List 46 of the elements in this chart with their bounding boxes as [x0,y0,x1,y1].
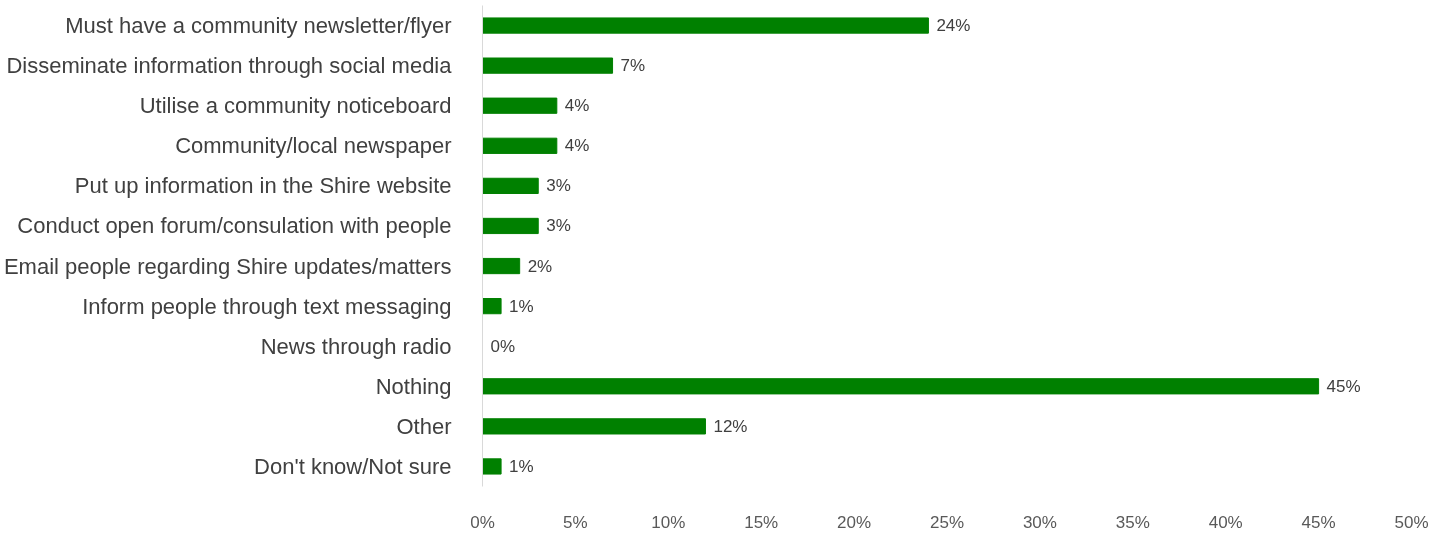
data-label: 24% [936,16,971,36]
data-label: 12% [713,416,748,436]
bar [482,137,558,154]
x-tick-label: 50% [1394,512,1429,532]
x-tick-label: 25% [929,512,965,532]
y-tick-label: Community/local newspaper [175,133,452,159]
y-tick-label: Put up information in the Shire website [74,173,452,199]
y-tick-label: Must have a community newsletter/flyer [65,13,452,39]
data-label: 7% [620,56,646,76]
bar [482,378,1320,395]
x-tick-label: 15% [744,512,779,532]
y-tick-label: Email people regarding Shire updates/matters [3,253,452,279]
y-tick-label: Conduct open forum/consulation with people [17,213,452,239]
data-label: 3% [546,176,571,196]
data-label: 3% [546,216,571,236]
x-tick-label: 20% [837,512,872,532]
data-label: 45% [1326,376,1361,396]
y-tick-label: News through radio [260,333,452,359]
x-tick-label: 40% [1208,512,1243,532]
y-tick-label: Utilise a community noticeboard [139,93,452,119]
data-label: 4% [564,136,590,156]
y-tick-label: Other [396,413,452,439]
data-label: 1% [509,296,534,316]
data-label: 1% [509,456,534,476]
data-label: 0% [490,336,516,356]
data-label: 2% [527,256,553,276]
bar [482,418,706,435]
bar [482,257,521,275]
x-tick-label: 10% [651,512,686,532]
bar [482,177,539,194]
x-tick-label: 35% [1115,512,1150,532]
bar [482,17,929,34]
x-tick-label: 30% [1022,512,1057,532]
bar [482,217,539,235]
y-tick-label: Nothing [375,373,452,399]
y-tick-label: Inform people through text messaging [82,293,452,319]
x-tick-label: 0% [470,512,495,532]
bar [482,298,502,315]
bar [482,57,614,74]
bar [482,97,558,114]
x-tick-label: 45% [1301,512,1336,532]
x-tick-label: 5% [563,512,588,532]
y-tick-label: Don't know/Not sure [254,453,452,479]
data-label: 4% [564,96,590,116]
y-tick-label: Disseminate information through social media [6,53,453,79]
bar [482,458,502,475]
